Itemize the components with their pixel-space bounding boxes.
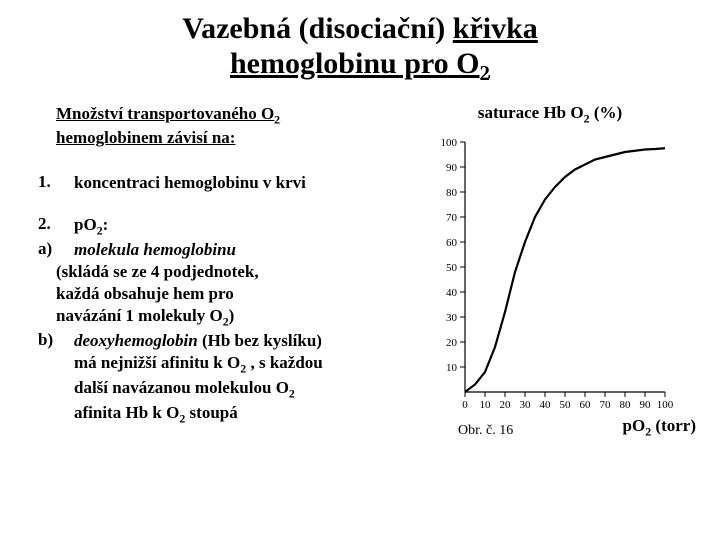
txt: (torr)	[651, 416, 696, 435]
txt: 2	[289, 387, 295, 401]
txt: )	[229, 306, 235, 325]
item-body: koncentraci hemoglobinu v krvi	[74, 172, 306, 194]
title-line1-a: Vazebná (disociační)	[182, 12, 453, 45]
svg-text:10: 10	[480, 399, 492, 411]
item-number: 1.	[38, 172, 74, 194]
txt: molekula hemoglobinu	[74, 240, 236, 259]
svg-text:10: 10	[446, 362, 458, 374]
txt: (Hb bez kyslíku)	[198, 331, 322, 350]
svg-text:30: 30	[446, 312, 458, 324]
svg-text:30: 30	[520, 399, 532, 411]
svg-text:40: 40	[540, 399, 552, 411]
list-item: a) molekula hemoglobinu (skládá se ze 4 …	[38, 239, 388, 330]
page-title: Vazebná (disociační) křivka hemoglobinu …	[0, 0, 720, 85]
subheading: Množství transportovaného O2 hemoglobine…	[38, 103, 388, 149]
title-line1-b: křivka	[453, 12, 538, 45]
svg-text:60: 60	[580, 399, 592, 411]
txt: (%)	[590, 103, 623, 122]
subhead-a: Množství transportovaného O	[56, 104, 274, 123]
list-item: b) deoxyhemoglobin (Hb bez kyslíku) má n…	[38, 330, 388, 427]
right-column: saturace Hb O2 (%) 102030405060708090100…	[398, 103, 702, 440]
item-body: molekula hemoglobinu (skládá se ze 4 pod…	[74, 239, 259, 330]
txt: , s každou	[246, 353, 323, 372]
svg-text:70: 70	[600, 399, 612, 411]
txt: O	[632, 416, 645, 435]
left-column: Množství transportovaného O2 hemoglobine…	[38, 103, 398, 440]
svg-text:100: 100	[441, 137, 458, 149]
figure-caption: Obr. č. 16	[458, 423, 513, 439]
svg-text:90: 90	[640, 399, 652, 411]
svg-text:20: 20	[500, 399, 512, 411]
chart-y-label: saturace Hb O2 (%)	[398, 103, 702, 126]
txt: navázání 1 molekuly O	[56, 306, 223, 325]
txt: deoxyhemoglobin	[74, 331, 198, 350]
item-number: b)	[38, 330, 74, 427]
subhead-b: hemoglobinem závisí na:	[56, 128, 235, 147]
svg-text:60: 60	[446, 237, 458, 249]
svg-text:90: 90	[446, 162, 458, 174]
dissociation-curve-chart: 10 20 30 40 50 60 70 80 90 100 0 10 20 30 40 50 60 70 80 90…	[425, 132, 675, 412]
svg-text:40: 40	[446, 287, 458, 299]
list-item: 2. pO2:	[38, 214, 388, 239]
svg-text:50: 50	[560, 399, 572, 411]
items-list: 1. koncentraci hemoglobinu v krvi 2. pO2…	[38, 172, 388, 427]
txt: stoupá	[185, 403, 237, 422]
chart-x-label: pO2 (torr)	[623, 416, 696, 439]
txt: každá obsahuje hem pro	[56, 283, 234, 305]
txt: O	[83, 215, 96, 234]
list-item: 1. koncentraci hemoglobinu v krvi	[38, 172, 388, 194]
subhead-sub: 2	[274, 112, 280, 126]
svg-text:100: 100	[657, 399, 674, 411]
txt: (skládá se ze 4 podjednotek,	[56, 261, 259, 283]
item-body: deoxyhemoglobin (Hb bez kyslíku) má nejn…	[74, 330, 323, 427]
title-line2-a: hemoglobinu pro O	[230, 47, 480, 80]
content-row: Množství transportovaného O2 hemoglobine…	[0, 85, 720, 440]
txt: p	[623, 416, 632, 435]
txt: afinita Hb k O	[74, 403, 179, 422]
svg-text:50: 50	[446, 262, 458, 274]
txt: :	[103, 215, 109, 234]
item-body: pO2:	[74, 214, 108, 239]
svg-text:80: 80	[620, 399, 632, 411]
item-number: 2.	[38, 214, 74, 239]
svg-text:80: 80	[446, 187, 458, 199]
txt: saturace Hb O	[478, 103, 584, 122]
figure-footer: Obr. č. 16 pO2 (torr)	[398, 416, 702, 439]
txt: další navázanou molekulou O	[74, 378, 289, 397]
svg-text:0: 0	[462, 399, 468, 411]
title-line2-sub: 2	[480, 61, 491, 85]
svg-text:70: 70	[446, 212, 458, 224]
svg-text:20: 20	[446, 337, 458, 349]
txt: má nejnižší afinitu k O	[74, 353, 240, 372]
